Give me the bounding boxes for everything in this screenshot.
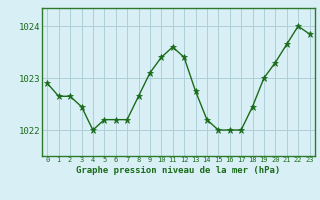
X-axis label: Graphe pression niveau de la mer (hPa): Graphe pression niveau de la mer (hPa) [76, 166, 281, 175]
